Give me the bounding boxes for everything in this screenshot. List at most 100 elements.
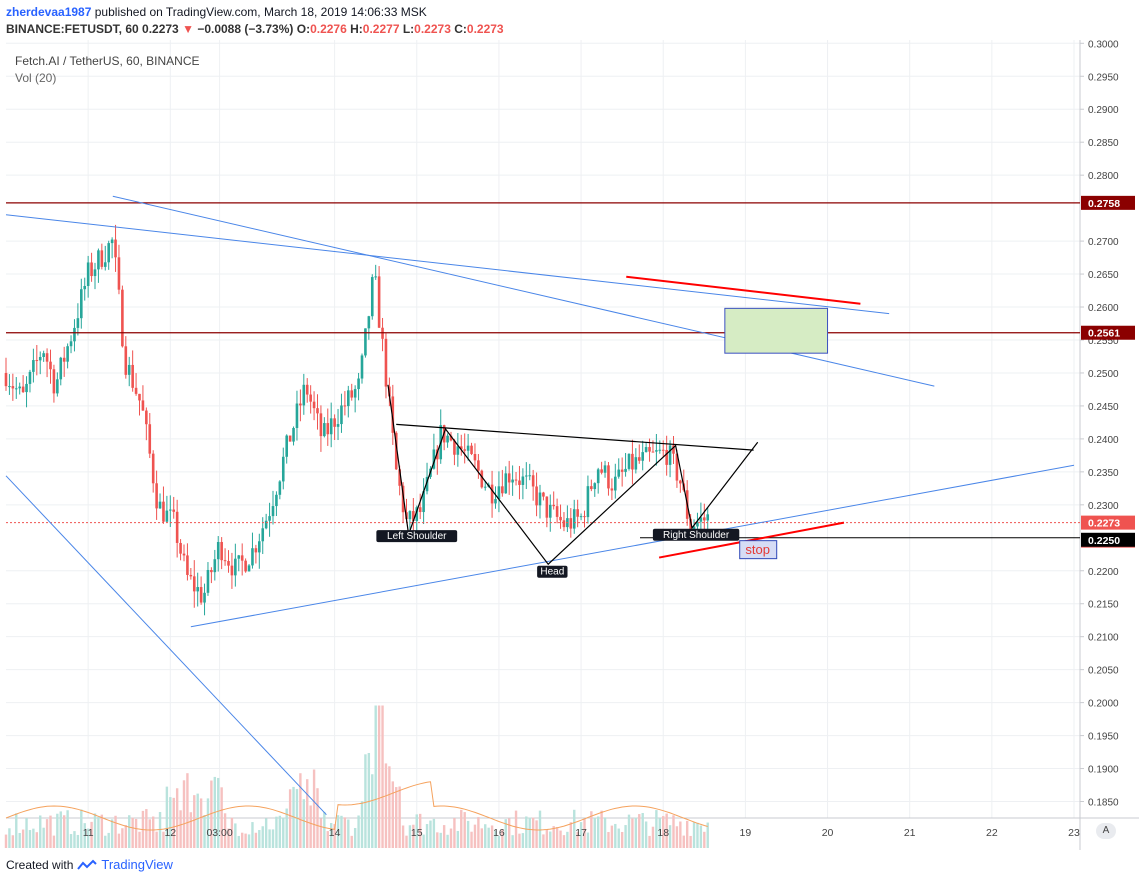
author-link[interactable]: zherdevaa1987: [6, 5, 92, 19]
candle-body: [25, 383, 28, 393]
volume-bar: [655, 810, 658, 848]
volume-bar: [107, 832, 110, 848]
candle-body: [210, 569, 213, 573]
candle-body: [675, 453, 679, 481]
candle-body: [275, 494, 278, 507]
time-tick-label: 21: [904, 827, 916, 839]
price-tick-label: 0.2300: [1088, 501, 1119, 512]
candle-body: [110, 239, 114, 244]
candle-body: [415, 507, 419, 521]
level-price-label-bg: [1081, 195, 1135, 210]
candle-body: [271, 506, 275, 517]
candle-body: [288, 435, 292, 442]
candle-body: [66, 346, 69, 362]
price-tick-label: 0.2850: [1088, 138, 1119, 149]
volume-bar: [607, 832, 610, 848]
volume-bar: [460, 809, 463, 848]
auto-scale-button[interactable]: A: [1096, 823, 1116, 839]
candle-body: [552, 504, 555, 507]
candle-body: [627, 453, 631, 469]
volume-bar: [706, 822, 709, 848]
chart-area[interactable]: Left Shoulder Head Right Shoulder stop 0.300…: [0, 40, 1139, 850]
candle-body: [158, 501, 162, 509]
symbol-line: BINANCE:FETUSDT, 60: [6, 22, 139, 36]
candle-body: [449, 435, 453, 441]
volume-bar: [138, 831, 141, 848]
candle-body: [370, 277, 374, 317]
candle-body: [223, 560, 227, 562]
candle-body: [49, 361, 52, 370]
volume-bar: [134, 818, 138, 848]
price-tick-label: 0.2400: [1088, 435, 1119, 446]
volume-bar: [90, 821, 93, 848]
candle-body: [100, 250, 104, 267]
volume-bar: [340, 815, 343, 848]
price-tick-label: 0.2550: [1088, 336, 1119, 347]
candle-body: [295, 403, 299, 428]
tradingview-brand-link[interactable]: TradingView: [101, 857, 173, 872]
candle-body: [418, 507, 422, 513]
price-chart[interactable]: Left Shoulder Head Right Shoulder stop 0.300…: [0, 40, 1139, 850]
volume-bar: [422, 834, 425, 848]
red-trendline: [626, 275, 861, 305]
candle-body: [251, 548, 254, 566]
volume-bar: [52, 835, 56, 848]
price-tick-label: 0.2350: [1088, 468, 1119, 479]
chart-header: zherdevaa1987 published on TradingView.c…: [0, 0, 1139, 40]
candle-body: [617, 469, 621, 477]
candle-body: [668, 445, 672, 465]
volume-bar: [21, 829, 25, 848]
open-value: 0.2276: [310, 22, 347, 36]
candle-body: [278, 481, 282, 495]
volume-bar: [203, 814, 206, 848]
candle-body: [336, 424, 340, 427]
volume-bar: [237, 835, 240, 848]
created-with-text: Created with: [6, 857, 74, 872]
candle-body: [234, 558, 237, 576]
volume-bar: [18, 832, 21, 848]
candle-body: [227, 561, 230, 566]
candle-body: [148, 424, 152, 454]
volume-bar: [247, 834, 251, 848]
volume-bar: [545, 829, 549, 848]
volume-bar: [165, 786, 169, 848]
last-price-value: 0.2273: [142, 22, 179, 36]
volume-bar: [579, 822, 583, 848]
volume-bar: [398, 786, 401, 848]
low-value: 0.2273: [414, 22, 451, 36]
candle-body: [672, 445, 675, 454]
volume-bar: [326, 831, 329, 848]
candle-body: [696, 521, 699, 527]
volume-bar: [179, 810, 182, 848]
time-tick-label: 15: [411, 827, 423, 839]
open-label: O:: [296, 22, 311, 36]
volume-bar: [155, 831, 158, 848]
candle-body: [18, 386, 21, 389]
candle-body: [446, 435, 449, 443]
candle-body: [186, 555, 189, 575]
candle-body: [412, 511, 415, 521]
candle-body: [103, 262, 107, 267]
candle-body: [32, 360, 35, 372]
volume-bar: [59, 811, 62, 848]
volume-bar: [555, 827, 559, 848]
candle-body: [692, 526, 696, 530]
candle-body: [555, 506, 559, 517]
volume-bar: [182, 780, 186, 848]
plot-background: [6, 40, 1080, 818]
time-tick-label: 18: [657, 827, 669, 839]
volume-bar: [169, 797, 172, 848]
volume-bar: [35, 832, 39, 848]
volume-bar: [292, 786, 295, 848]
pattern-label: Head: [540, 567, 564, 578]
volume-bar: [206, 798, 210, 848]
volume-bar: [425, 824, 429, 848]
volume-bar: [220, 787, 223, 848]
volume-bar: [620, 831, 624, 848]
volume-bar: [227, 828, 230, 848]
volume-bar: [477, 817, 480, 848]
candle-body: [562, 520, 566, 528]
time-tick-label: 16: [493, 827, 505, 839]
volume-bar: [518, 833, 521, 848]
candle-body: [538, 492, 542, 506]
